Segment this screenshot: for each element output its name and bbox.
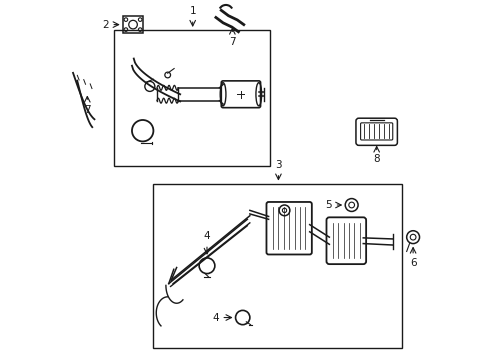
Text: 6: 6: [409, 258, 416, 268]
Text: 7: 7: [228, 37, 235, 47]
Bar: [114, 30, 269, 166]
Text: 4: 4: [212, 312, 219, 323]
Text: 2: 2: [102, 19, 109, 30]
Bar: [153, 184, 401, 348]
Text: 1: 1: [189, 6, 196, 17]
Text: 4: 4: [203, 231, 210, 242]
Text: 7: 7: [84, 105, 90, 115]
Text: 8: 8: [373, 154, 379, 164]
Text: 3: 3: [275, 160, 281, 170]
Text: 5: 5: [325, 200, 331, 210]
